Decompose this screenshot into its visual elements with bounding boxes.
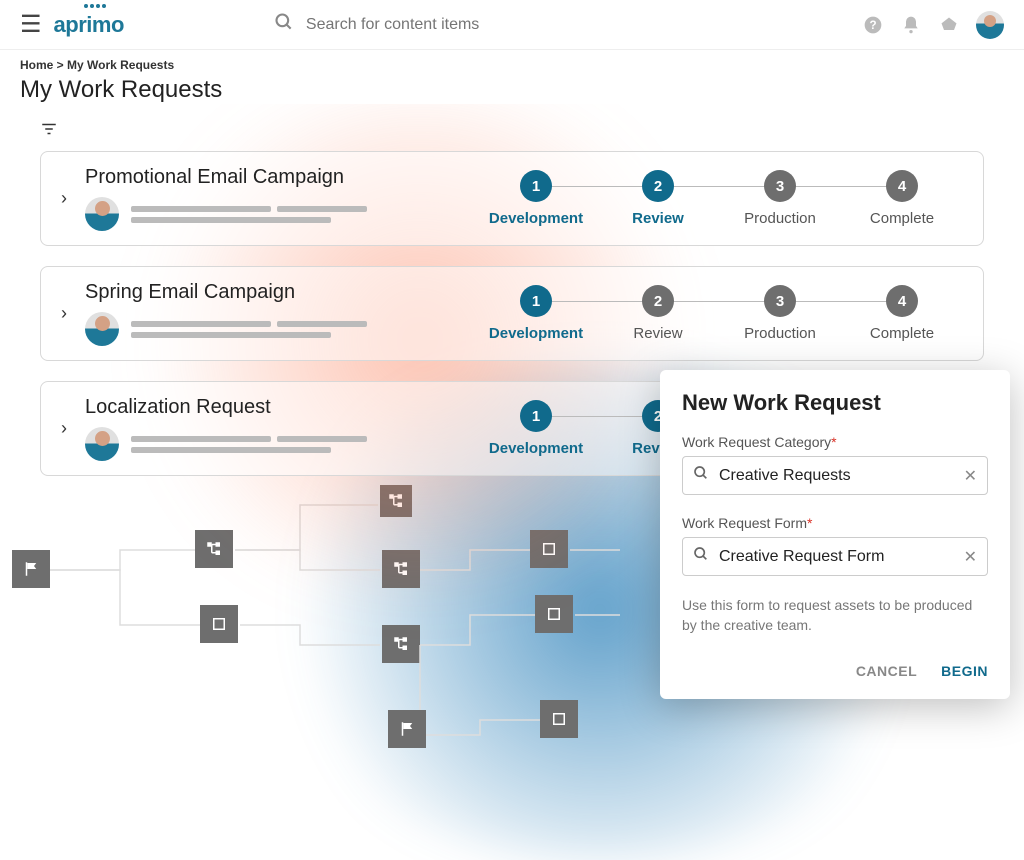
clear-icon[interactable]: ✕: [964, 547, 977, 567]
stage-progress: 1 Development 2 Review 3 Production 4 Co…: [475, 285, 963, 342]
bell-icon[interactable]: [900, 14, 922, 36]
request-card: › Spring Email Campaign 1 Development 2 …: [40, 266, 984, 361]
stage-label: Complete: [870, 325, 934, 342]
user-avatar[interactable]: [976, 11, 1004, 39]
stage-step[interactable]: 1 Development: [475, 400, 597, 457]
inbox-icon[interactable]: [938, 14, 960, 36]
stage-number: 3: [764, 170, 796, 202]
expand-icon[interactable]: ›: [61, 303, 67, 324]
search-icon: [274, 12, 294, 38]
stage-number: 1: [520, 170, 552, 202]
begin-button[interactable]: BEGIN: [941, 663, 988, 679]
stage-number: 3: [764, 285, 796, 317]
form-input[interactable]: Creative Request Form ✕: [682, 537, 988, 576]
request-title: Localization Request: [85, 396, 415, 419]
stage-label: Complete: [870, 210, 934, 227]
stage-step[interactable]: 2 Review: [597, 285, 719, 342]
stage-step[interactable]: 2 Review: [597, 170, 719, 227]
stage-label: Production: [744, 210, 816, 227]
page-title: My Work Requests: [20, 76, 1004, 104]
request-title: Spring Email Campaign: [85, 281, 415, 304]
owner-avatar[interactable]: [85, 197, 119, 231]
stage-label: Development: [489, 325, 583, 342]
search-bar[interactable]: [274, 12, 556, 38]
placeholder-lines: [131, 436, 367, 453]
clear-icon[interactable]: ✕: [964, 466, 977, 486]
search-icon: [693, 546, 709, 567]
stage-label: Review: [632, 210, 684, 227]
stage-label: Review: [633, 325, 682, 342]
placeholder-lines: [131, 321, 367, 338]
stage-label: Development: [489, 210, 583, 227]
stage-label: Development: [489, 440, 583, 457]
owner-avatar[interactable]: [85, 427, 119, 461]
stage-number: 2: [642, 170, 674, 202]
stage-step[interactable]: 1 Development: [475, 285, 597, 342]
breadcrumb[interactable]: Home > My Work Requests: [20, 58, 1004, 72]
svg-text:?: ?: [869, 19, 876, 32]
form-label: Work Request Form*: [682, 515, 988, 531]
request-card: › Promotional Email Campaign 1 Developme…: [40, 151, 984, 246]
stage-number: 2: [642, 285, 674, 317]
search-icon: [693, 465, 709, 486]
stage-label: Production: [744, 325, 816, 342]
stage-step[interactable]: 4 Complete: [841, 170, 963, 227]
owner-avatar[interactable]: [85, 312, 119, 346]
expand-icon[interactable]: ›: [61, 418, 67, 439]
category-label: Work Request Category*: [682, 434, 988, 450]
search-input[interactable]: [306, 16, 556, 34]
category-input[interactable]: Creative Requests ✕: [682, 456, 988, 495]
placeholder-lines: [131, 206, 367, 223]
stage-progress: 1 Development 2 Review 3 Production 4 Co…: [475, 170, 963, 227]
stage-number: 4: [886, 170, 918, 202]
filter-icon[interactable]: [40, 125, 58, 142]
helper-text: Use this form to request assets to be pr…: [682, 596, 988, 635]
modal-title: New Work Request: [682, 390, 988, 416]
top-bar: ☰ aprimo ?: [0, 0, 1024, 50]
stage-number: 1: [520, 285, 552, 317]
stage-number: 4: [886, 285, 918, 317]
stage-step[interactable]: 1 Development: [475, 170, 597, 227]
request-title: Promotional Email Campaign: [85, 166, 415, 189]
workflow-diagram: [0, 480, 680, 770]
stage-step[interactable]: 3 Production: [719, 170, 841, 227]
stage-step[interactable]: 3 Production: [719, 285, 841, 342]
cancel-button[interactable]: CANCEL: [856, 663, 917, 679]
expand-icon[interactable]: ›: [61, 188, 67, 209]
stage-number: 1: [520, 400, 552, 432]
logo[interactable]: aprimo: [54, 12, 124, 38]
help-icon[interactable]: ?: [862, 14, 884, 36]
new-work-request-modal: New Work Request Work Request Category* …: [660, 370, 1010, 699]
menu-icon[interactable]: ☰: [20, 10, 42, 39]
form-value: Creative Request Form: [719, 548, 964, 566]
stage-step[interactable]: 4 Complete: [841, 285, 963, 342]
category-value: Creative Requests: [719, 467, 964, 485]
